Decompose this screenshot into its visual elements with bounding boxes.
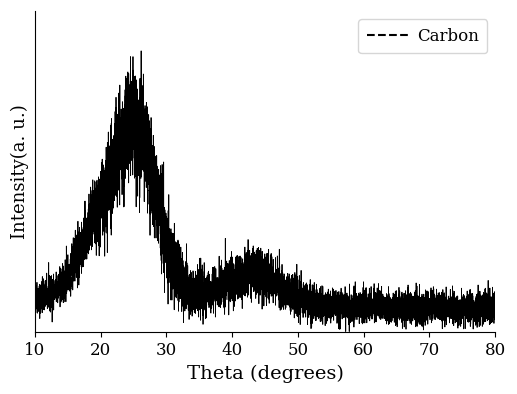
Carbon — [206, 297, 212, 301]
Legend: Carbon: Carbon — [358, 19, 487, 53]
Carbon — [153, 204, 159, 208]
Carbon — [32, 291, 38, 296]
Y-axis label: Intensity(a. u.): Intensity(a. u.) — [11, 104, 29, 239]
Carbon — [255, 290, 261, 295]
Carbon — [138, 48, 144, 53]
Carbon — [346, 329, 353, 334]
Carbon — [492, 303, 498, 307]
Carbon — [215, 297, 221, 301]
Carbon — [343, 310, 349, 315]
X-axis label: Theta (degrees): Theta (degrees) — [187, 364, 343, 383]
Line: Carbon: Carbon — [35, 51, 495, 331]
Carbon — [56, 286, 62, 290]
